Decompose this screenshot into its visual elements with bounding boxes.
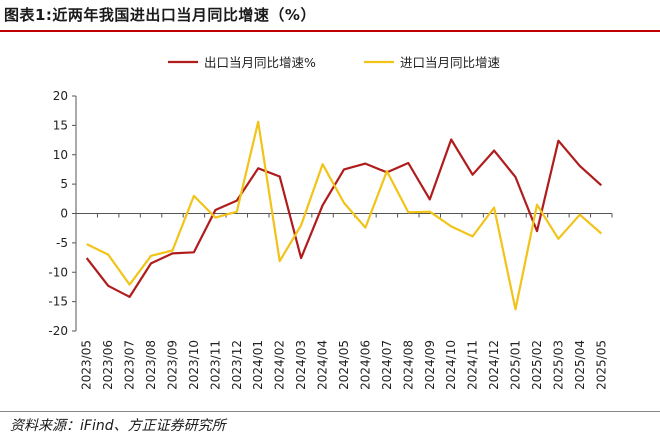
x-tick-label: 2024/06: [358, 340, 372, 390]
x-tick-label: 2023/06: [101, 340, 115, 390]
x-tick-label: 2024/11: [466, 340, 480, 390]
series-line-export: [85, 138, 603, 298]
y-tick-label: -5: [56, 236, 68, 250]
y-tick-labels: 20 15 10 5 0 -5 -10 -15 -20: [48, 89, 68, 338]
x-tick-label: 2024/12: [487, 340, 501, 390]
x-tick-label: 2024/02: [273, 340, 287, 390]
y-tick-label: 10: [53, 148, 68, 162]
title-divider: [0, 30, 660, 32]
x-tick-label: 2023/11: [208, 340, 222, 390]
source-note: 资料来源：iFind、方正证券研究所: [10, 418, 226, 434]
x-tick-label: 2024/01: [251, 340, 265, 390]
x-tick-label: 2024/10: [444, 340, 458, 390]
y-tick-label: -15: [48, 295, 68, 309]
x-tick-label: 2023/08: [144, 340, 158, 390]
legend-label-import: 进口当月同比增速: [400, 55, 501, 70]
x-tick-label: 2025/03: [551, 340, 565, 390]
x-tick-label: 2025/05: [594, 340, 608, 390]
x-tick-label: 2023/10: [187, 340, 201, 390]
x-tick-label: 2024/04: [316, 340, 330, 390]
x-tick-label: 2025/01: [509, 340, 523, 390]
chart-title: 图表1:近两年我国进出口当月同比增速（%）: [4, 6, 316, 24]
x-tick-label: 2024/03: [294, 340, 308, 390]
x-tick-label: 2023/07: [123, 340, 137, 390]
x-tick-label: 2023/05: [80, 340, 94, 390]
series-lines: [85, 120, 603, 311]
x-tick-label: 2023/09: [165, 340, 179, 390]
x-tick-label: 2024/08: [401, 340, 415, 390]
axes: [72, 95, 613, 332]
y-tick-label: -20: [48, 324, 68, 338]
y-tick-label: 0: [60, 207, 68, 221]
y-tick-label: 15: [53, 118, 68, 132]
x-tick-label: 2025/04: [573, 340, 587, 390]
legend: 出口当月同比增速% 进口当月同比增速: [168, 55, 501, 70]
x-tick-label: 2024/09: [423, 340, 437, 390]
source-divider: [0, 411, 660, 412]
y-tick-label: 5: [60, 177, 68, 191]
legend-label-export: 出口当月同比增速%: [204, 55, 316, 70]
series-line-import: [86, 120, 603, 311]
x-tick-label: 2024/07: [380, 340, 394, 390]
x-tick-label: 2023/12: [230, 340, 244, 390]
x-tick-labels: 2023/05 2023/06 2023/07 2023/08 2023/09 2023/…: [80, 340, 609, 390]
y-tick-label: 20: [53, 89, 68, 103]
y-tick-label: -10: [48, 265, 68, 279]
x-tick-label: 2024/05: [337, 340, 351, 390]
x-tick-label: 2025/02: [530, 340, 544, 390]
